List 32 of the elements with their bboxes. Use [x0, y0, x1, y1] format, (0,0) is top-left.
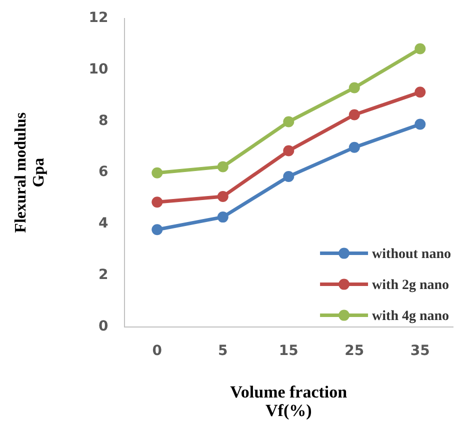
y-tick-label: 10 [88, 61, 109, 78]
point [152, 196, 163, 208]
x-axis-title: Volume fraction Vf(%) [230, 382, 348, 420]
x-tick-label: 25 [344, 342, 364, 359]
legend-label: with 4g nano [372, 308, 450, 324]
point [348, 142, 360, 153]
y-tick-label: 2 [98, 267, 108, 284]
y-tick-label: 8 [98, 112, 108, 129]
legend-label: without nano [372, 246, 451, 262]
point [414, 43, 426, 54]
y-tick-label: 0 [98, 318, 109, 334]
point [217, 161, 228, 172]
point [348, 109, 360, 120]
point [152, 224, 163, 236]
point [217, 191, 228, 202]
point [217, 212, 228, 223]
point [283, 145, 294, 156]
point [152, 167, 163, 178]
point [283, 116, 294, 128]
point [414, 118, 426, 130]
x-tick-label: 0 [152, 342, 162, 359]
y-tick-label: 4 [98, 216, 109, 232]
y-axis-title: Flexural modulus Gpa [12, 112, 48, 233]
legend-label: with 2g nano [372, 278, 450, 293]
x-tick-label: 5 [218, 342, 228, 359]
point [283, 170, 294, 182]
y-tick-label: 6 [98, 164, 108, 180]
point [348, 82, 360, 94]
x-tick-label: 35 [410, 342, 430, 359]
y-tick-label: 12 [88, 10, 108, 26]
point [414, 86, 426, 98]
x-tick-label: 15 [278, 342, 298, 359]
